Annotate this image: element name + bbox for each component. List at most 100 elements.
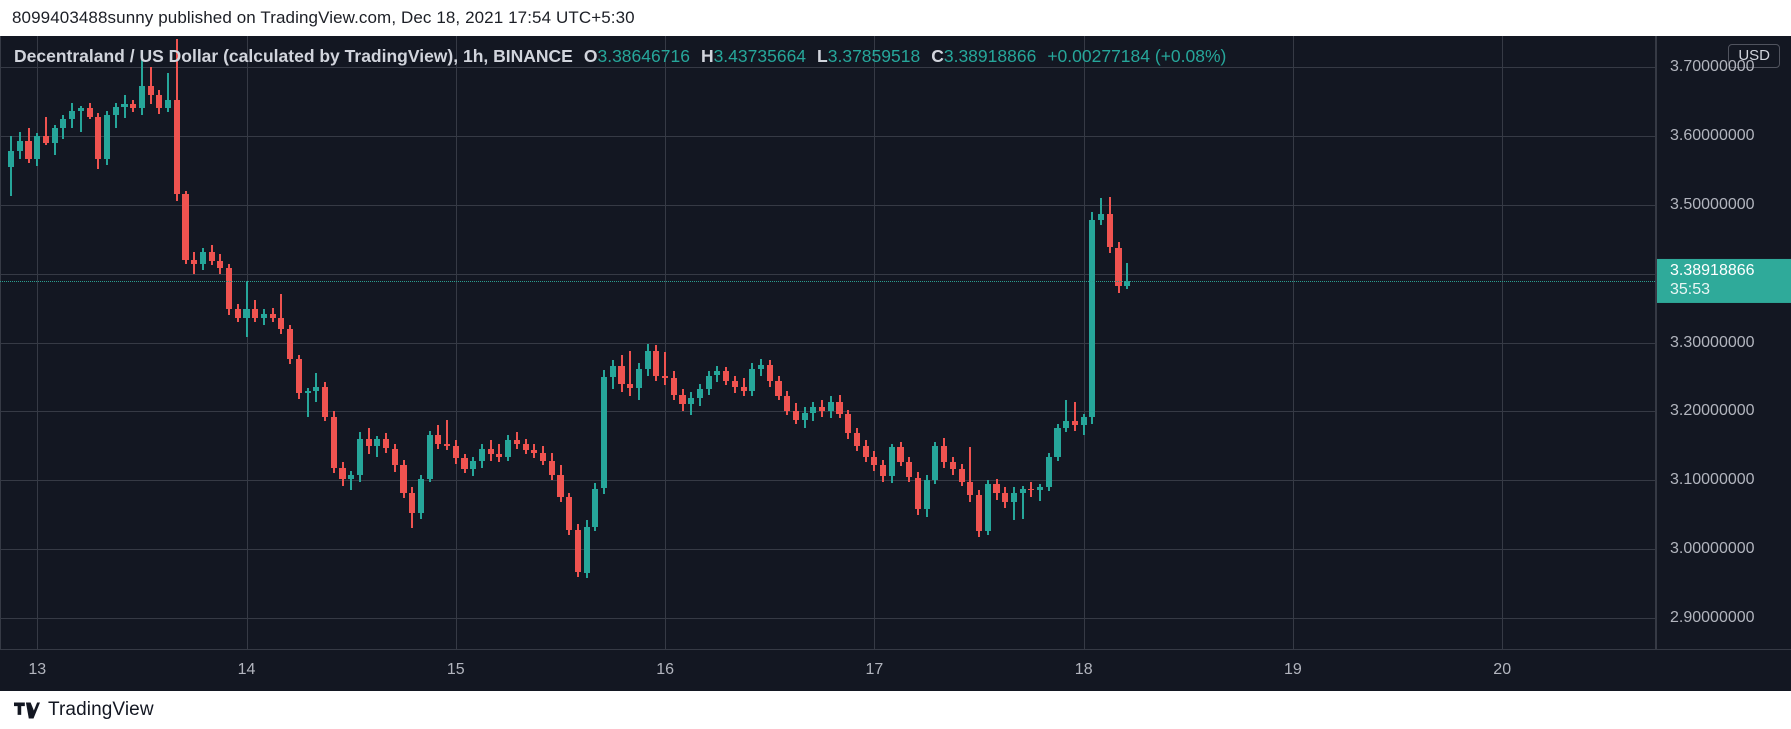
candle-body <box>417 478 424 514</box>
candle-body <box>1037 487 1044 490</box>
current-price-label[interactable]: 3.38918866 35:53 <box>1657 259 1791 304</box>
time-axis[interactable]: 13 14 15 16 17 18 19 20 <box>0 649 1791 691</box>
candle-body <box>749 368 756 391</box>
candle-body <box>653 350 660 376</box>
candle-body <box>95 116 102 160</box>
candle-body <box>801 412 808 420</box>
candle-body <box>819 407 826 412</box>
price-tick-label: 3.00000000 <box>1670 540 1755 558</box>
candle-wick <box>664 352 667 386</box>
candle-body <box>531 449 538 453</box>
candle-body <box>566 496 573 530</box>
candle-body <box>949 462 956 470</box>
candle-body <box>635 368 642 388</box>
candle-body <box>1028 488 1035 491</box>
candle-body <box>714 371 721 376</box>
candle-body <box>914 477 922 510</box>
candle-body <box>888 447 895 477</box>
open-value: 3.38646716 <box>597 46 690 66</box>
candle-wick <box>306 388 309 417</box>
candle-body <box>287 328 294 359</box>
candle-body <box>173 100 180 194</box>
candle-body <box>112 106 119 116</box>
time-tick-label: 13 <box>28 661 47 678</box>
candle-body <box>313 386 320 391</box>
time-tick-label: 15 <box>446 661 465 678</box>
candle-wick <box>167 72 170 113</box>
gridline-h <box>0 273 1655 275</box>
candle-body <box>391 448 398 466</box>
gridline-v <box>874 36 876 649</box>
candle-body <box>191 259 198 264</box>
candle-body <box>1019 488 1026 493</box>
candle-body <box>348 474 355 479</box>
gridline-v <box>246 36 248 649</box>
price-axis[interactable]: USD 3.70000000 3.60000000 3.50000000 3.3000… <box>1655 36 1791 649</box>
candle-body <box>792 411 799 420</box>
candle-body <box>400 465 407 493</box>
time-tick-label: 20 <box>1493 661 1512 678</box>
gridline-h <box>0 342 1655 344</box>
candle-body <box>1010 492 1017 503</box>
chart-plot-area[interactable] <box>0 36 1655 649</box>
candle-body <box>644 350 651 369</box>
chart-panel: Decentraland / US Dollar (calculated by … <box>0 36 1791 691</box>
candle-body <box>845 414 852 434</box>
candle-wick <box>515 432 518 449</box>
candle-body <box>60 119 67 128</box>
currency-badge[interactable]: USD <box>1728 44 1780 68</box>
candlestick-series <box>0 36 1655 649</box>
gridline-h <box>0 204 1655 206</box>
candle-body <box>923 480 930 510</box>
candle-body <box>1106 214 1113 248</box>
candle-body <box>217 261 224 269</box>
candle-body <box>487 448 494 455</box>
chart-legend[interactable]: Decentraland / US Dollar (calculated by … <box>14 46 1226 67</box>
candle-body <box>138 86 145 109</box>
close-label: C <box>931 46 944 66</box>
candle-body <box>975 495 983 532</box>
price-tick-label: 3.20000000 <box>1670 402 1755 420</box>
low-value: 3.37859518 <box>827 46 921 66</box>
high-label: H <box>700 46 714 66</box>
current-price-value: 3.38918866 <box>1670 262 1755 280</box>
candle-wick <box>446 419 449 450</box>
candle-wick <box>1073 401 1076 431</box>
candle-body <box>539 452 547 461</box>
candle-body <box>243 309 250 318</box>
candle-wick <box>280 294 283 335</box>
candle-body <box>330 416 337 468</box>
candle-body <box>226 268 233 310</box>
close-value: 3.38918866 <box>943 46 1037 66</box>
candle-body <box>592 488 599 528</box>
candle-body <box>77 108 84 112</box>
candle-body <box>252 309 259 318</box>
candle-body <box>269 313 276 318</box>
candle-body <box>941 445 948 463</box>
open-label: O <box>583 46 598 66</box>
gridline-v <box>1502 36 1504 649</box>
candle-body <box>740 386 747 391</box>
candle-body <box>862 445 869 457</box>
gridline-v <box>37 36 39 649</box>
price-change: +0.00277184 (+0.08%) <box>1047 46 1227 66</box>
gridline-h <box>0 549 1655 551</box>
candle-body <box>86 108 93 117</box>
candle-body <box>827 401 834 412</box>
candle-body <box>1089 219 1096 417</box>
candle-body <box>444 444 451 446</box>
candle-body <box>662 375 669 379</box>
candle-body <box>356 438 363 475</box>
candle-wick <box>1021 485 1024 519</box>
candle-body <box>679 394 686 405</box>
candle-wick <box>1065 400 1068 433</box>
candle-body <box>69 111 76 120</box>
tradingview-mark-icon <box>14 702 40 718</box>
gridline-h <box>0 480 1655 482</box>
candle-wick <box>45 116 47 146</box>
price-tick-label: 3.10000000 <box>1670 471 1755 489</box>
candle-body <box>1124 281 1131 286</box>
candle-body <box>906 462 913 478</box>
gridline-v <box>1292 36 1294 649</box>
tradingview-logo[interactable]: TradingView <box>14 699 154 721</box>
